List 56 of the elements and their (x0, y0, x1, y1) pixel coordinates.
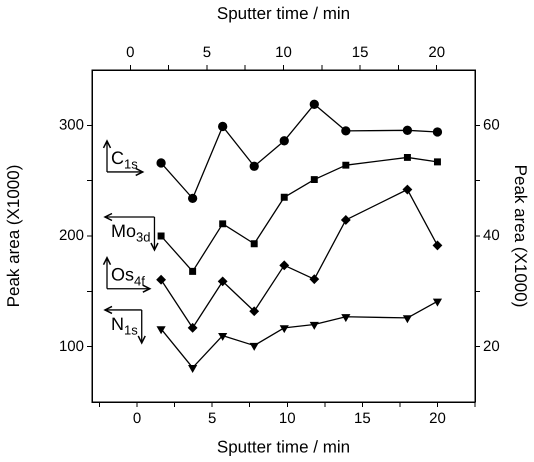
point (218, 276, 228, 286)
point (434, 158, 441, 166)
point (218, 122, 228, 132)
point (432, 240, 442, 250)
point (280, 136, 289, 146)
x2-axis-title: Sputter time / min (216, 4, 350, 23)
point (156, 326, 166, 334)
point (156, 158, 166, 168)
point (404, 154, 411, 161)
point (342, 314, 350, 322)
y2-axis-title: Peak area (X1000) (511, 164, 530, 308)
x2-tick-label: 5 (202, 44, 212, 62)
y-tick-label: 100 (58, 338, 84, 355)
point (218, 332, 227, 340)
point (219, 220, 226, 228)
point (433, 298, 442, 306)
x-tick-label: 15 (354, 410, 371, 428)
x-tick-label: 20 (429, 410, 446, 428)
point (250, 306, 259, 316)
point (188, 194, 198, 204)
point (250, 342, 258, 350)
point (280, 325, 288, 333)
y-axis-title: Peak area (X1000) (4, 164, 23, 308)
point (341, 215, 350, 225)
point (250, 240, 258, 248)
point (188, 365, 197, 372)
point (188, 323, 198, 333)
x-tick-label: 10 (278, 410, 296, 428)
x2-tick-label: 0 (126, 44, 134, 62)
point (310, 100, 319, 109)
x-tick-label: 5 (208, 410, 216, 428)
point (310, 322, 318, 330)
point (402, 126, 412, 135)
x2-tick-label: 10 (275, 44, 292, 62)
point (158, 232, 165, 240)
point (189, 268, 196, 275)
point (402, 184, 412, 194)
x2-tick-label: 20 (428, 44, 446, 62)
point (342, 162, 350, 169)
x2-tick-label: 15 (352, 44, 368, 62)
y-tick-label: 300 (58, 116, 84, 134)
point (280, 194, 288, 201)
y-tick-label: 200 (58, 227, 84, 244)
x-tick-label: 0 (132, 410, 142, 428)
point (310, 274, 319, 284)
y2-tick-label: 60 (483, 116, 500, 134)
point (432, 127, 442, 137)
point (310, 176, 318, 184)
point (341, 126, 350, 136)
point (280, 260, 289, 270)
point (403, 315, 412, 323)
point (250, 162, 259, 171)
y2-tick-label: 40 (483, 227, 500, 244)
point (156, 275, 166, 284)
x-axis-title: Sputter time / min (216, 437, 350, 456)
y2-tick-label: 20 (483, 338, 500, 355)
